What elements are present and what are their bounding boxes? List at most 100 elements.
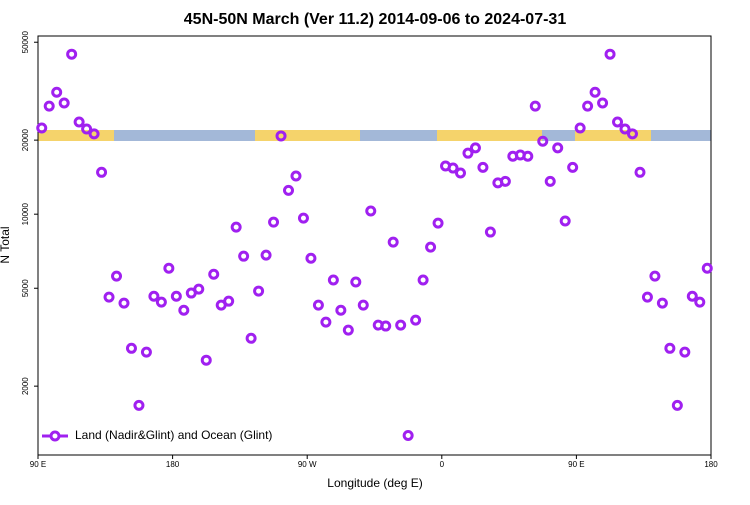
point (342, 324, 354, 336)
point (66, 48, 78, 60)
x-tick-label: 90 E (568, 460, 584, 469)
point (641, 291, 653, 303)
point (402, 430, 414, 442)
point (43, 100, 55, 112)
point (686, 290, 698, 302)
point (604, 48, 616, 60)
point (574, 122, 586, 134)
legend-marker (49, 430, 61, 442)
point (380, 320, 392, 332)
point (335, 304, 347, 316)
point (395, 319, 407, 331)
point (582, 100, 594, 112)
point (694, 296, 706, 308)
point (51, 86, 63, 98)
point (649, 270, 661, 282)
point (619, 123, 631, 135)
point (589, 86, 601, 98)
point (537, 135, 549, 147)
point (73, 116, 85, 128)
point (597, 97, 609, 109)
x-axis-label: Longitude (deg E) (327, 476, 422, 490)
point (522, 150, 534, 162)
land (575, 130, 651, 141)
point (387, 236, 399, 248)
point (58, 97, 70, 109)
point (462, 147, 474, 159)
point (178, 304, 190, 316)
point (118, 297, 130, 309)
point (320, 316, 332, 328)
point (268, 216, 280, 228)
point (701, 262, 713, 274)
x-tick-label: 0 (440, 460, 445, 469)
y-axis-label: N Total (0, 226, 12, 263)
point (634, 166, 646, 178)
y-tick-label: 20000 (21, 128, 30, 151)
x-tick-label: 90 E (30, 460, 46, 469)
point (544, 175, 556, 187)
point (484, 226, 496, 238)
y-tick-label: 5000 (21, 279, 30, 297)
plot-frame (37, 35, 712, 456)
point (290, 170, 302, 182)
point (297, 212, 309, 224)
point (567, 161, 579, 173)
point (208, 268, 220, 280)
point (664, 342, 676, 354)
point (410, 314, 422, 326)
point (357, 299, 369, 311)
point (283, 184, 295, 196)
point (260, 249, 272, 261)
point (125, 342, 137, 354)
x-tick-label: 90 W (298, 460, 317, 469)
point (447, 162, 459, 174)
legend-label: Land (Nadir&Glint) and Ocean (Glint) (75, 428, 272, 442)
point (626, 128, 638, 140)
point (469, 142, 481, 154)
land (437, 130, 542, 141)
point (312, 299, 324, 311)
ocean (38, 130, 711, 141)
point (425, 241, 437, 253)
point (96, 166, 108, 178)
point (432, 217, 444, 229)
point (245, 332, 257, 344)
point (103, 291, 115, 303)
point (111, 270, 123, 282)
y-tick-label: 2000 (21, 377, 30, 395)
point (499, 175, 511, 187)
point (88, 128, 100, 140)
point (612, 116, 624, 128)
point (327, 274, 339, 286)
land (38, 130, 114, 141)
point (365, 205, 377, 217)
chart-title: 45N-50N March (Ver 11.2) 2014-09-06 to 2… (184, 11, 567, 28)
point (133, 399, 145, 411)
point (275, 130, 287, 142)
point (155, 296, 167, 308)
y-tick-label: 50000 (21, 31, 30, 54)
point (559, 215, 571, 227)
point (230, 221, 242, 233)
point (305, 252, 317, 264)
point (656, 297, 668, 309)
land (255, 130, 360, 141)
point (552, 142, 564, 154)
point (81, 123, 93, 135)
x-tick-label: 180 (704, 460, 718, 469)
point (163, 262, 175, 274)
point (238, 250, 250, 262)
point (679, 346, 691, 358)
point (477, 161, 489, 173)
point (36, 122, 48, 134)
point (529, 100, 541, 112)
point (148, 290, 160, 302)
x-tick-label: 180 (166, 460, 180, 469)
y-tick-label: 10000 (21, 203, 30, 226)
point (350, 276, 362, 288)
point (417, 274, 429, 286)
point (253, 285, 265, 297)
